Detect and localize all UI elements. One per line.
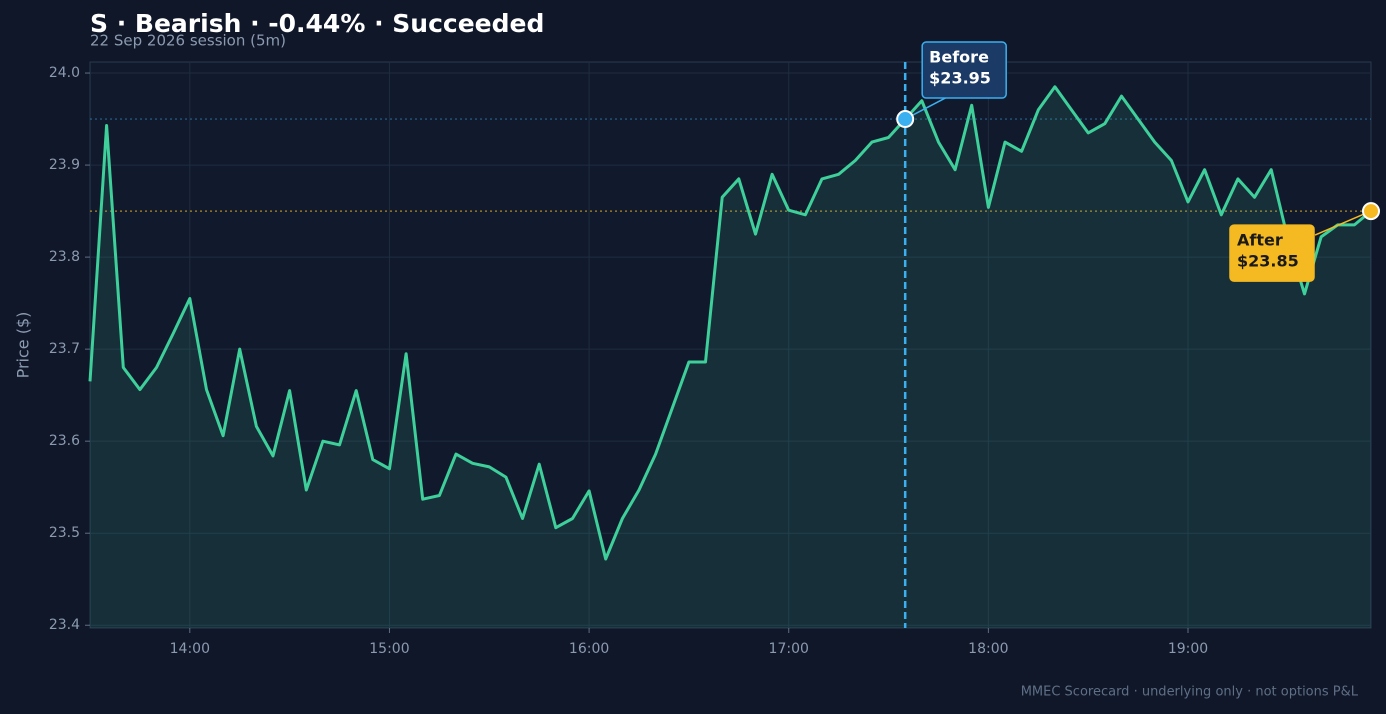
y-axis-label: Price ($) — [14, 312, 33, 379]
x-tick-label: 19:00 — [1168, 641, 1208, 657]
chart-title: S · Bearish · -0.44% · Succeeded — [90, 9, 544, 38]
y-tick-label: 23.4 — [49, 617, 80, 633]
price-line — [88, 85, 1372, 561]
y-tick-label: 23.5 — [49, 525, 80, 541]
annotation-box — [921, 41, 1007, 99]
x-tick-label: 16:00 — [569, 641, 609, 657]
annotation-value: $23.95 — [929, 69, 991, 88]
y-tick-label: 23.9 — [49, 157, 80, 173]
x-tick-label: 17:00 — [769, 641, 809, 657]
annotation-label: Before — [929, 48, 989, 67]
x-tick-label: 18:00 — [968, 641, 1008, 657]
area-fill — [90, 86, 1371, 629]
y-tick-label: 23.6 — [49, 433, 80, 449]
annotation-marker — [896, 110, 915, 129]
annotation-marker — [1362, 202, 1380, 221]
chart-subtitle: 22 Sep 2026 session (5m) — [90, 32, 286, 50]
y-tick-label: 23.7 — [49, 341, 80, 357]
annotation-label: After — [1237, 231, 1283, 250]
footer: MMEC Scorecard · underlying only · not o… — [1021, 685, 1359, 700]
y-tick-label: 23.8 — [49, 249, 80, 265]
annotation-box — [1229, 224, 1315, 282]
x-tick-label: 14:00 — [170, 641, 210, 657]
x-tick-label: 15:00 — [369, 641, 409, 657]
y-tick-label: 24.0 — [49, 65, 80, 81]
annotation-value: $23.85 — [1237, 252, 1299, 271]
annotation-connector — [1314, 210, 1372, 236]
